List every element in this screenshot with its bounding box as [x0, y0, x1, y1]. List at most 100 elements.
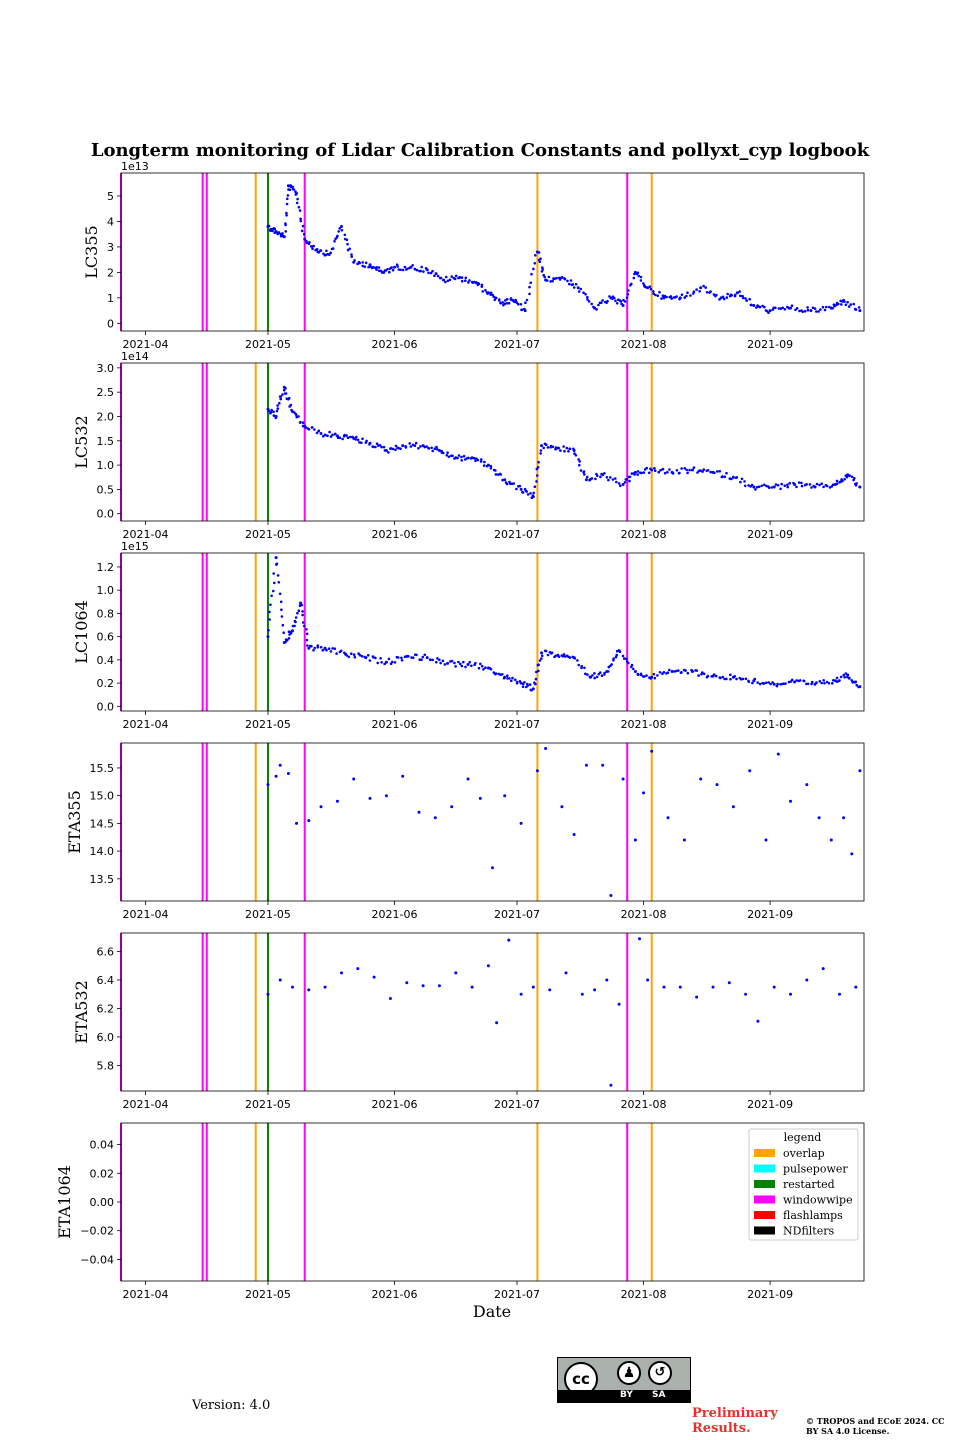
data-point — [695, 995, 699, 999]
data-point — [858, 485, 862, 489]
data-point-fill — [348, 247, 352, 251]
legend-swatch-pulsepower — [754, 1164, 775, 1173]
data-point-fill — [336, 234, 339, 238]
data-point-fill — [611, 478, 615, 481]
data-point-fill — [699, 469, 702, 472]
data-point-fill — [800, 481, 803, 485]
data-point — [531, 495, 535, 499]
legend-label-NDfilters: NDfilters — [783, 1225, 834, 1238]
data-point — [560, 805, 564, 809]
data-point-fill — [535, 480, 538, 483]
data-point — [323, 646, 327, 650]
data-point-fill — [606, 299, 609, 303]
data-point-fill — [467, 456, 470, 460]
data-point-fill — [279, 600, 283, 604]
data-point-fill — [645, 674, 648, 677]
data-point-fill — [334, 432, 337, 436]
y-tick-label: 1.0 — [97, 459, 115, 472]
data-point-fill — [768, 486, 771, 490]
data-point-fill — [430, 446, 433, 450]
data-point — [633, 838, 637, 842]
data-point — [670, 670, 674, 673]
data-point-fill — [803, 310, 807, 313]
data-point-fill — [537, 669, 540, 673]
data-point-fill — [393, 661, 397, 664]
data-point-fill — [685, 294, 688, 298]
data-point-fill — [415, 653, 418, 657]
data-point-fill — [586, 295, 589, 299]
data-point-fill — [806, 306, 809, 309]
data-point-fill — [289, 631, 293, 635]
y-tick-label: 0.02 — [90, 1167, 115, 1180]
data-point — [589, 675, 592, 679]
data-point — [772, 682, 776, 686]
data-point-fill — [683, 296, 686, 299]
x-tick-label: 2021-08 — [621, 908, 667, 921]
data-point-fill — [327, 647, 331, 650]
data-point-fill — [431, 269, 434, 273]
data-point-fill — [764, 681, 768, 685]
data-point — [278, 978, 282, 982]
data-point-fill — [545, 279, 549, 282]
data-point-fill — [288, 188, 292, 191]
data-point-fill — [825, 484, 829, 488]
data-point-fill — [401, 268, 405, 272]
data-point — [540, 444, 543, 448]
data-point-fill — [779, 487, 782, 491]
data-point — [560, 276, 564, 279]
data-point — [691, 468, 694, 472]
data-point-fill — [536, 466, 540, 469]
y-tick-label: −0.02 — [80, 1225, 114, 1238]
data-point-fill — [501, 301, 505, 304]
data-point-fill — [310, 426, 314, 429]
x-tick-label: 2021-05 — [245, 1098, 291, 1111]
data-point-fill — [636, 473, 639, 476]
data-point-fill — [825, 305, 828, 309]
data-point-fill — [328, 430, 331, 434]
data-point-fill — [756, 681, 759, 684]
data-point-fill — [630, 472, 634, 475]
data-point-fill — [842, 673, 845, 677]
data-point-fill — [513, 678, 517, 682]
data-point-fill — [272, 572, 276, 575]
badge-sa-label: SA — [652, 1390, 666, 1400]
data-point — [540, 651, 543, 655]
y-tick-label: 0.0 — [97, 508, 115, 521]
data-point-fill — [781, 306, 784, 310]
data-point-fill — [286, 638, 289, 642]
y-tick-label: 5 — [107, 190, 114, 203]
data-point — [291, 629, 294, 633]
data-point-fill — [721, 475, 724, 478]
data-point-fill — [310, 644, 313, 648]
data-point-fill — [305, 632, 309, 636]
data-point-fill — [483, 460, 486, 464]
data-point-fill — [595, 675, 599, 679]
data-point-fill — [464, 665, 467, 669]
data-series — [266, 184, 862, 315]
data-point-fill — [441, 659, 445, 663]
data-point-fill — [572, 286, 576, 289]
data-point-fill — [668, 468, 671, 471]
data-point-fill — [810, 680, 814, 684]
data-point-fill — [378, 444, 382, 447]
data-point-fill — [479, 662, 482, 666]
data-point-fill — [755, 485, 759, 489]
data-point-fill — [278, 401, 281, 405]
data-point-fill — [854, 680, 858, 684]
data-point — [274, 774, 278, 778]
data-point-fill — [615, 302, 619, 305]
data-point-fill — [666, 671, 670, 674]
data-point-fill — [680, 293, 684, 297]
data-point-fill — [346, 436, 350, 440]
data-point-fill — [733, 675, 736, 678]
data-point-fill — [747, 680, 751, 683]
x-tick-label: 2021-06 — [372, 1288, 418, 1301]
data-point-fill — [709, 290, 712, 293]
data-point-fill — [786, 483, 789, 487]
data-point — [364, 656, 368, 660]
data-point-fill — [335, 652, 338, 655]
data-point-fill — [557, 655, 561, 658]
data-point-fill — [405, 267, 409, 271]
data-point-fill — [783, 484, 786, 488]
data-point-fill — [301, 610, 304, 613]
